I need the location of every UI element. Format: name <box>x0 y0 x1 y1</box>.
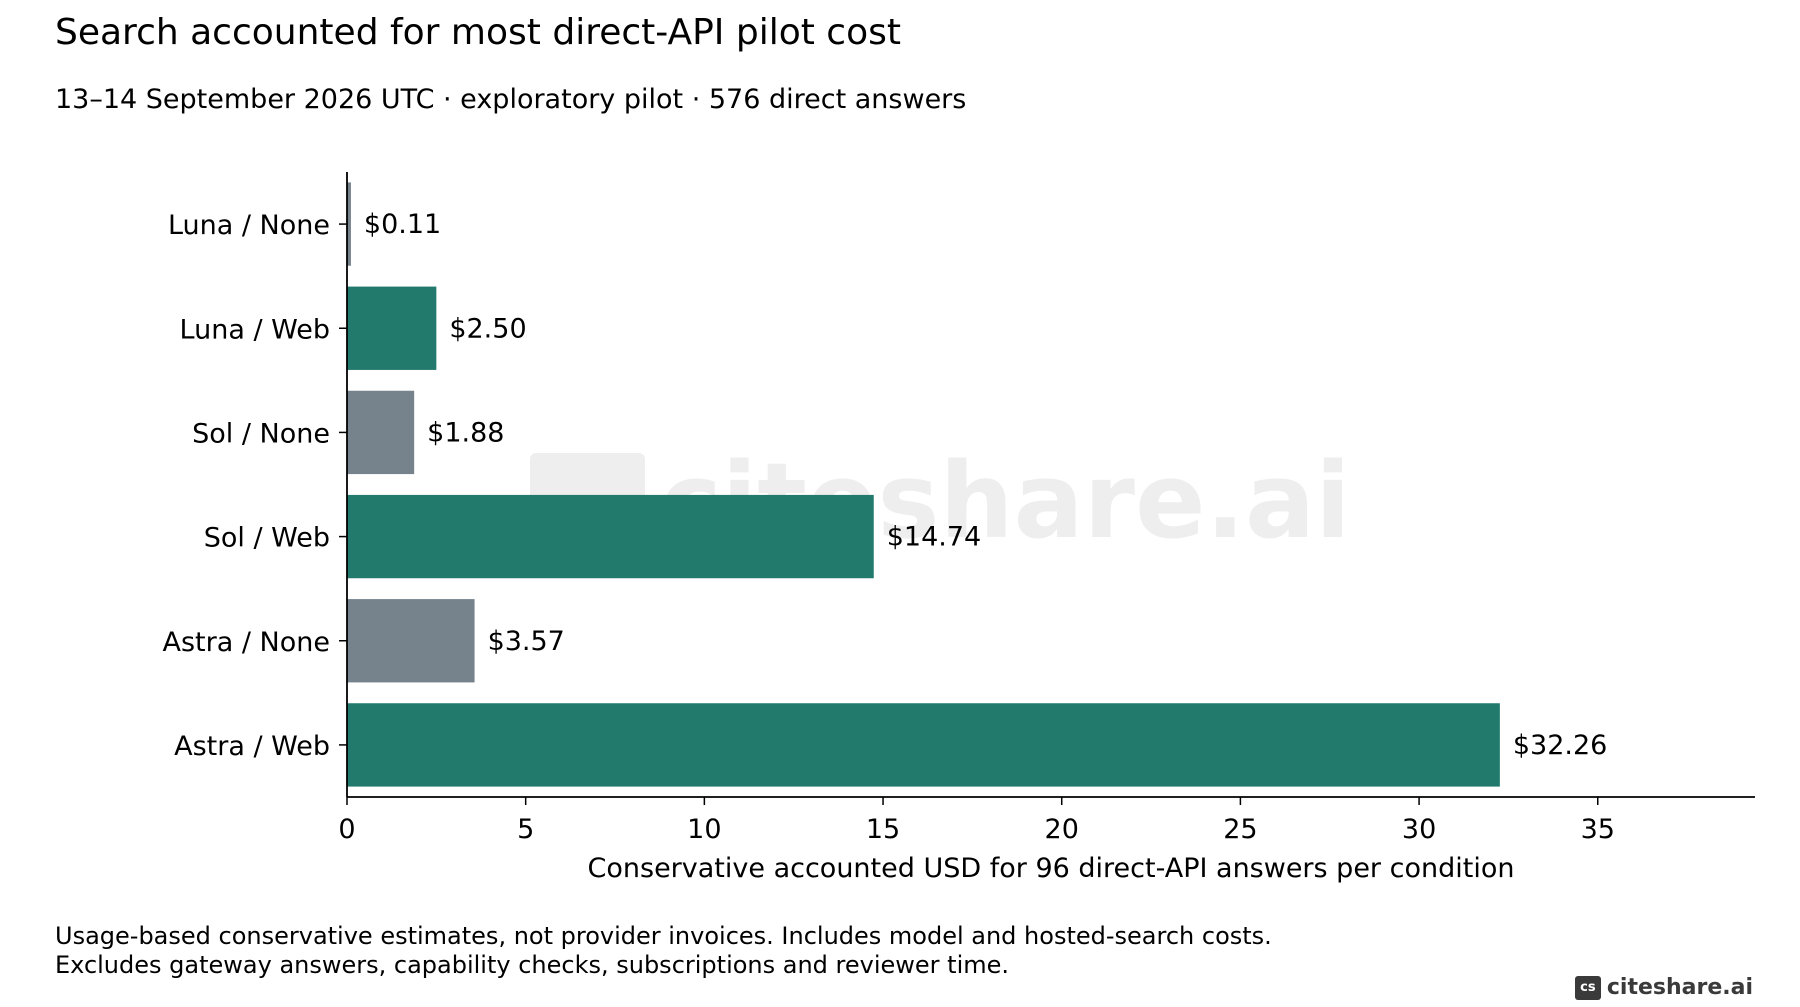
bar-sol-none <box>347 390 415 475</box>
value-label: $14.74 <box>887 522 981 553</box>
x-tick-label: 15 <box>866 814 900 845</box>
x-tick-label: 30 <box>1402 814 1436 845</box>
x-tick-label: 0 <box>338 814 355 845</box>
axes-group: Luna / None Luna / Web Sol / None Sol / Web… <box>163 172 1755 845</box>
value-label: $32.26 <box>1513 730 1607 761</box>
y-tick-label: Luna / None <box>168 210 330 241</box>
x-tick-label: 10 <box>687 814 721 845</box>
x-tick-label: 20 <box>1045 814 1079 845</box>
value-label: $0.11 <box>364 209 441 240</box>
bar-luna-none <box>347 182 351 266</box>
bars-group: $0.11 $2.50 $1.88 $14.74 $3.57 $32.26 <box>347 182 1607 787</box>
brand-text: citeshare.ai <box>1606 975 1753 1000</box>
x-tick-label: 5 <box>517 814 534 845</box>
x-tick-label: 25 <box>1223 814 1257 845</box>
x-axis-label: Conservative accounted USD for 96 direct… <box>588 853 1515 884</box>
footnote-line-2: Excludes gateway answers, capability che… <box>55 951 1010 979</box>
footnote: Usage-based conservative estimates, not … <box>55 922 1272 980</box>
chart-title: Search accounted for most direct-API pil… <box>55 12 901 53</box>
value-label: $2.50 <box>449 313 526 344</box>
bar-chart: citeshare.ai $0.11$2.50$1.88$14.74$3.57$… <box>163 172 1755 884</box>
y-tick-label: Sol / Web <box>204 523 330 554</box>
value-label: $1.88 <box>427 417 504 448</box>
bar-luna-web <box>347 286 437 370</box>
y-tick-label: Luna / Web <box>180 314 330 345</box>
value-label: $3.57 <box>488 626 565 657</box>
bar-astra-web <box>347 703 1500 787</box>
y-tick-label: Sol / None <box>192 418 330 449</box>
brand-badge-icon: cs <box>1574 975 1601 1000</box>
y-tick-label: Astra / None <box>163 627 330 658</box>
chart-subtitle: 13–14 September 2026 UTC · exploratory p… <box>55 84 967 115</box>
brand-logo: cs citeshare.ai <box>1574 975 1753 1000</box>
y-tick-label: Astra / Web <box>174 731 330 762</box>
x-tick-label: 35 <box>1581 814 1615 845</box>
bar-sol-web <box>347 494 874 579</box>
bar-astra-none <box>347 599 475 683</box>
footnote-line-1: Usage-based conservative estimates, not … <box>55 922 1272 950</box>
